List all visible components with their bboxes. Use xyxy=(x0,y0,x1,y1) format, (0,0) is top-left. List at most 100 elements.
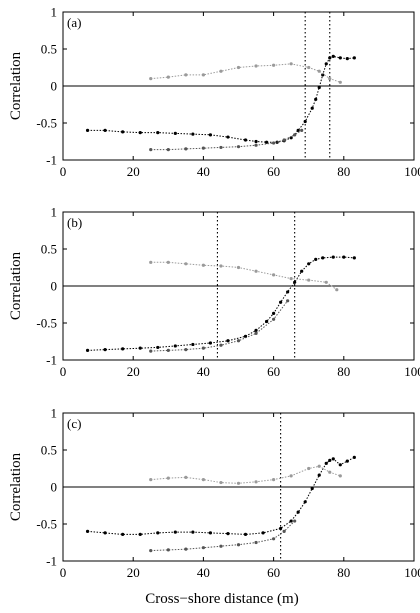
data-point xyxy=(226,135,230,139)
data-point xyxy=(335,288,339,292)
data-point xyxy=(317,69,321,73)
data-point xyxy=(293,280,297,284)
data-point xyxy=(166,148,170,152)
data-point xyxy=(324,461,328,465)
data-point xyxy=(286,290,290,294)
data-point xyxy=(149,77,153,81)
data-point xyxy=(254,328,258,332)
y-tick-label: -1 xyxy=(46,153,57,168)
x-tick-label: 60 xyxy=(267,565,280,580)
data-point xyxy=(236,65,241,70)
data-point xyxy=(264,140,269,144)
data-point xyxy=(149,549,153,553)
data-point xyxy=(85,128,90,132)
y-tick-label: -0.5 xyxy=(36,316,57,331)
data-point xyxy=(201,478,205,482)
data-point xyxy=(236,481,241,485)
data-point xyxy=(272,537,276,541)
y-tick-label: 0.5 xyxy=(41,443,57,458)
data-point xyxy=(272,311,276,315)
data-point xyxy=(173,530,177,534)
data-point xyxy=(219,264,223,268)
x-tick-label: 40 xyxy=(197,164,210,179)
x-tick-label: 100 xyxy=(404,565,420,580)
data-point xyxy=(289,136,293,140)
y-tick-label: -0.5 xyxy=(36,517,57,532)
data-point xyxy=(85,348,90,352)
data-point xyxy=(166,260,170,264)
data-point xyxy=(307,262,311,266)
x-tick-label: 20 xyxy=(127,565,140,580)
data-point xyxy=(184,73,188,77)
data-point xyxy=(342,255,346,259)
data-point xyxy=(121,347,125,351)
data-point xyxy=(317,473,321,477)
series-line xyxy=(150,520,296,552)
data-point xyxy=(310,106,314,110)
panel-label: (a) xyxy=(67,15,81,30)
panel-label: (c) xyxy=(67,416,81,431)
data-point xyxy=(254,480,258,484)
data-point xyxy=(166,476,170,480)
data-point xyxy=(279,300,283,304)
data-point xyxy=(121,130,125,134)
data-point xyxy=(307,466,311,471)
data-point xyxy=(307,65,311,70)
data-point xyxy=(254,331,258,335)
data-point xyxy=(219,343,223,347)
data-point xyxy=(138,131,142,135)
data-point xyxy=(85,529,90,534)
data-point xyxy=(166,348,170,352)
data-point xyxy=(226,532,230,536)
data-point xyxy=(166,548,170,552)
x-tick-label: 0 xyxy=(60,364,67,379)
data-point xyxy=(293,133,297,137)
data-point xyxy=(307,278,311,282)
data-point xyxy=(138,532,142,536)
data-point xyxy=(201,263,205,267)
data-point xyxy=(191,530,195,534)
y-tick-label: -1 xyxy=(46,554,57,569)
data-point xyxy=(219,480,223,485)
data-point xyxy=(282,138,286,142)
data-point xyxy=(254,64,258,68)
data-point xyxy=(243,138,248,142)
data-point xyxy=(331,54,335,59)
data-point xyxy=(300,269,304,273)
y-tick-label: 0 xyxy=(51,79,58,94)
data-point xyxy=(201,146,205,150)
data-point xyxy=(201,346,205,350)
data-point xyxy=(208,341,213,345)
y-tick-label: 0.5 xyxy=(41,242,57,257)
x-axis-label: Cross−shore distance (m) xyxy=(145,591,298,607)
x-tick-label: 80 xyxy=(337,565,350,580)
data-point xyxy=(226,339,230,343)
data-point xyxy=(272,478,276,482)
data-point xyxy=(310,486,314,491)
data-point xyxy=(173,344,177,348)
data-point xyxy=(272,273,276,277)
x-tick-label: 100 xyxy=(404,164,420,179)
data-point xyxy=(314,97,318,101)
data-point xyxy=(345,57,349,61)
x-tick-label: 80 xyxy=(337,364,350,379)
data-point xyxy=(261,531,265,535)
data-point xyxy=(338,56,342,60)
y-axis-label: Correlation xyxy=(8,251,24,320)
x-tick-label: 60 xyxy=(267,164,280,179)
y-tick-label: -1 xyxy=(46,353,57,368)
data-point xyxy=(149,260,153,264)
data-point xyxy=(328,470,332,474)
data-point xyxy=(321,73,325,77)
y-tick-label: 1 xyxy=(51,205,58,220)
data-point xyxy=(352,56,356,60)
data-point xyxy=(272,63,276,67)
data-point xyxy=(296,128,300,132)
y-axis-label: Correlation xyxy=(8,452,24,521)
chart-panel: 0 20 40 60 80 100 1 0.5 0 -0.5 -1 Correlation (a) xyxy=(8,5,420,180)
x-tick-label: 20 xyxy=(127,164,140,179)
x-tick-label: 40 xyxy=(197,364,210,379)
data-point xyxy=(173,131,177,135)
data-point xyxy=(138,346,142,350)
